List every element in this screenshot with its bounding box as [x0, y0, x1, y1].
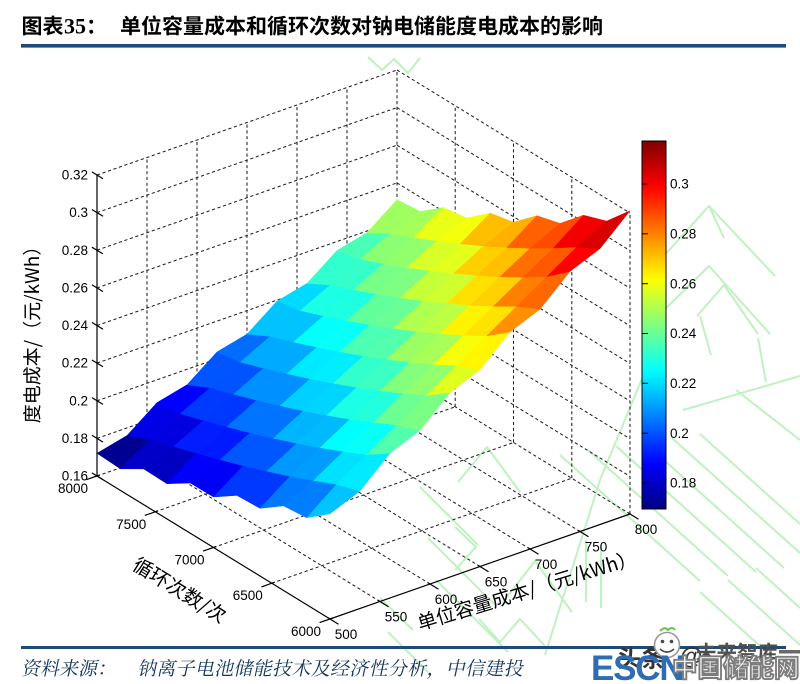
svg-text:500: 500	[335, 627, 358, 642]
svg-text:0.28: 0.28	[62, 243, 88, 258]
svg-text:0.18: 0.18	[670, 476, 696, 491]
svg-text:0.22: 0.22	[670, 376, 696, 391]
svg-text:6000: 6000	[291, 624, 321, 639]
svg-text:600: 600	[435, 592, 458, 607]
svg-text:0.18: 0.18	[62, 431, 88, 446]
svg-text:0.16: 0.16	[62, 469, 88, 484]
svg-text:6500: 6500	[233, 588, 263, 603]
svg-text:7000: 7000	[174, 553, 204, 568]
svg-text:0.2: 0.2	[670, 426, 689, 441]
svg-text:700: 700	[535, 557, 558, 572]
svg-text:0.24: 0.24	[62, 318, 89, 333]
svg-text:0.26: 0.26	[62, 281, 88, 296]
svg-text:0.2: 0.2	[69, 393, 88, 408]
svg-text:0.3: 0.3	[670, 177, 689, 192]
svg-text:550: 550	[385, 610, 408, 625]
svg-text:8000: 8000	[58, 481, 88, 496]
svg-text:0.26: 0.26	[670, 276, 696, 291]
svg-text:0.32: 0.32	[62, 168, 88, 183]
svg-text:650: 650	[485, 575, 508, 590]
svg-text:0.28: 0.28	[670, 226, 696, 241]
svg-text:750: 750	[585, 540, 608, 555]
svg-text:800: 800	[635, 522, 658, 537]
svg-text:7500: 7500	[116, 517, 146, 532]
svg-text:ESCN: ESCN	[591, 649, 683, 684]
svg-text:0.3: 0.3	[69, 205, 88, 220]
svg-text:35: 35	[64, 14, 86, 39]
svg-text:0.22: 0.22	[62, 356, 88, 371]
svg-text:0.24: 0.24	[670, 326, 697, 341]
